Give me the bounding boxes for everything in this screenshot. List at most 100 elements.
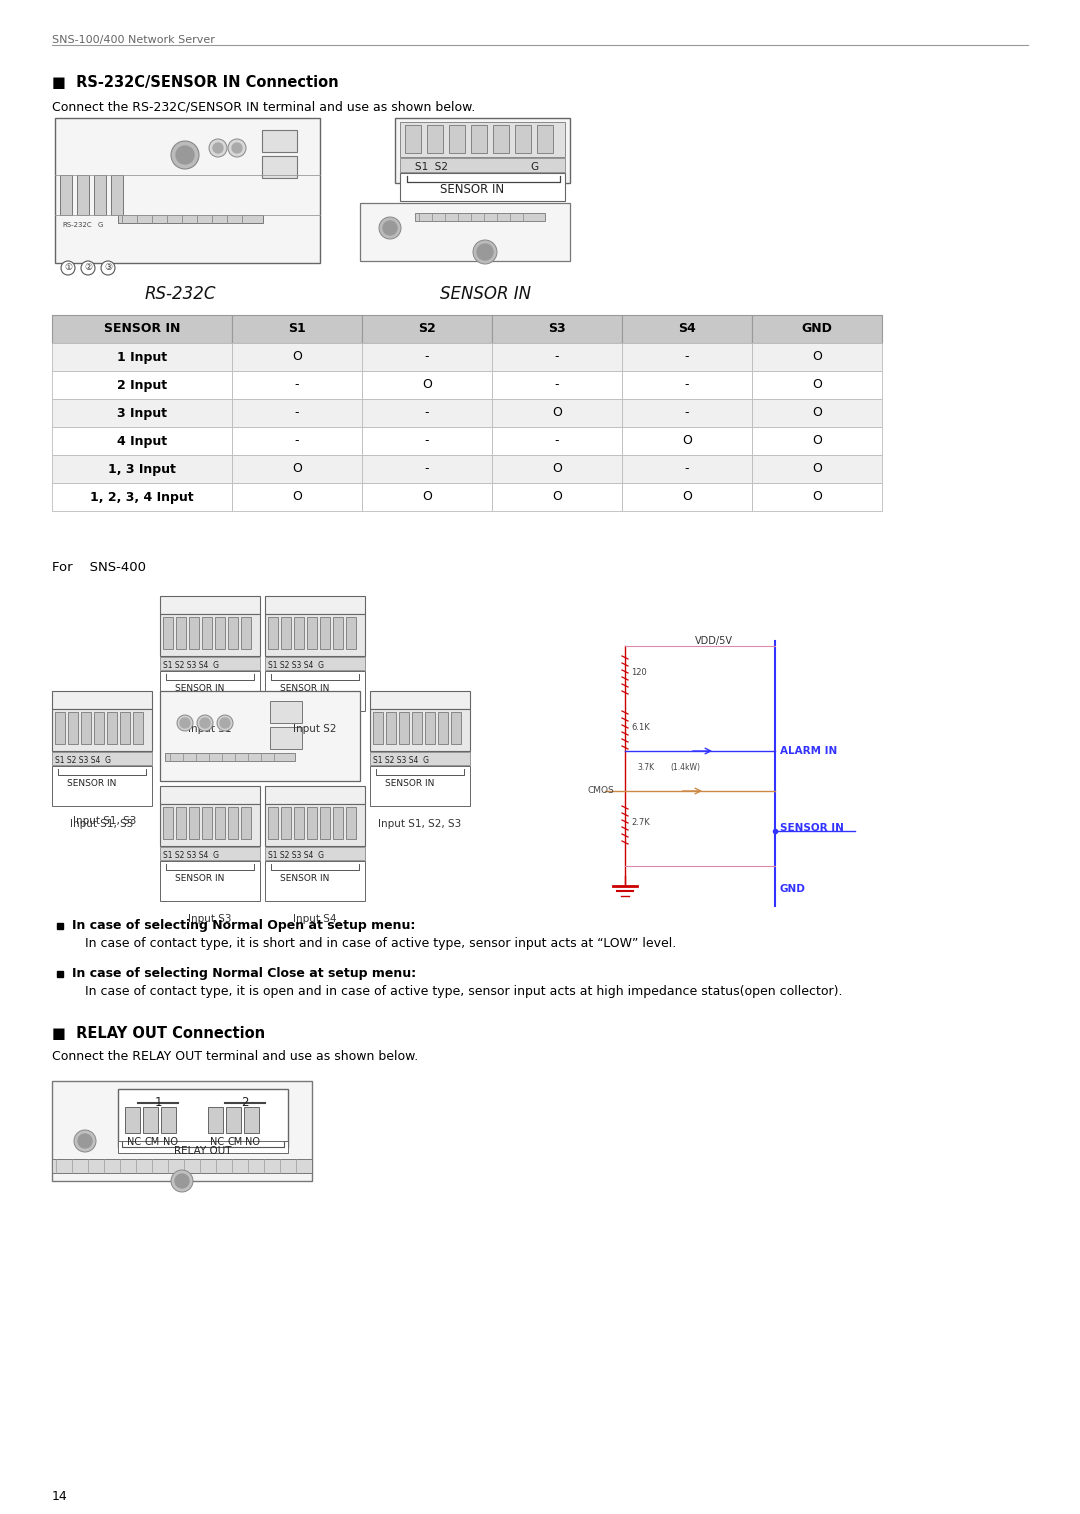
Bar [492,400,622,427]
Text: -: - [555,435,559,448]
Text: RS-232C: RS-232C [62,223,92,229]
Bar [215,618,225,650]
Bar [52,400,232,427]
Text: CM: CM [145,1137,160,1148]
Bar [52,1081,312,1181]
Text: ALARM IN: ALARM IN [780,746,837,755]
Bar [215,807,225,839]
Bar [189,618,199,650]
Text: RELAY OUT: RELAY OUT [174,1146,232,1157]
Text: (1.4kW): (1.4kW) [670,763,700,772]
Text: -: - [685,462,689,475]
Text: RS-232C: RS-232C [145,285,216,303]
Text: S1: S1 [288,322,306,336]
Text: O: O [292,491,302,504]
Bar [320,807,330,839]
Bar [133,712,143,743]
Bar [265,846,365,860]
Text: 1, 3 Input: 1, 3 Input [108,462,176,475]
Text: Input S1: Input S1 [188,724,232,734]
Text: O: O [552,462,562,475]
Bar [52,456,232,483]
Circle shape [213,142,222,153]
Bar [94,712,104,743]
Bar [281,807,291,839]
Bar [395,118,570,183]
Text: 120: 120 [631,668,647,677]
Text: In case of selecting Normal Close at setup menu:: In case of selecting Normal Close at set… [72,967,416,981]
Text: S1  S2: S1 S2 [415,162,448,173]
Bar [118,215,264,223]
Bar [362,344,492,371]
Text: SENSOR IN: SENSOR IN [280,684,329,693]
Bar [537,126,553,153]
Text: -: - [295,435,299,448]
Text: O: O [812,491,822,504]
Bar [265,861,365,901]
Text: O: O [812,462,822,475]
Text: ■  RELAY OUT Connection: ■ RELAY OUT Connection [52,1026,265,1042]
Bar [232,456,362,483]
Text: 3.7K: 3.7K [637,763,654,772]
Bar [160,804,260,846]
Bar [232,400,362,427]
Bar [265,657,365,671]
Bar [400,173,565,201]
Text: Input S1, S3: Input S1, S3 [70,819,134,830]
Bar [189,807,199,839]
Bar [370,709,470,751]
Text: O: O [292,351,302,363]
Text: S1 S2 S3 S4  G: S1 S2 S3 S4 G [163,662,219,671]
Text: O: O [812,378,822,392]
Text: 2.7K: 2.7K [631,818,650,827]
Bar [362,400,492,427]
Bar [52,709,152,751]
Text: ■  RS-232C/SENSOR IN Connection: ■ RS-232C/SENSOR IN Connection [52,76,339,89]
Bar [373,712,383,743]
Bar [752,315,882,344]
Text: SENSOR IN: SENSOR IN [780,824,843,833]
Text: 4 Input: 4 Input [117,435,167,448]
Text: Connect the RS-232C/SENSOR IN terminal and use as shown below.: Connect the RS-232C/SENSOR IN terminal a… [52,100,475,114]
Bar [160,861,260,901]
Bar [333,618,343,650]
Bar [160,786,260,804]
Bar [208,1107,222,1132]
Circle shape [102,260,114,276]
Bar [622,456,752,483]
Bar [232,371,362,400]
Text: SENSOR IN: SENSOR IN [280,874,329,883]
Bar [94,176,106,215]
Bar [492,456,622,483]
Bar [52,427,232,456]
Text: SENSOR IN: SENSOR IN [440,285,531,303]
Bar [281,618,291,650]
Bar [752,456,882,483]
Bar [307,807,318,839]
Bar [752,427,882,456]
Bar [226,1107,241,1132]
Bar [386,712,396,743]
Text: 6.1K: 6.1K [631,724,650,731]
Text: -: - [424,406,429,419]
Circle shape [220,718,230,728]
Text: O: O [552,491,562,504]
Text: O: O [683,491,692,504]
Bar [346,807,356,839]
Circle shape [60,260,75,276]
Text: S1 S2 S3 S4  G: S1 S2 S3 S4 G [373,755,429,765]
Bar [400,157,565,173]
Bar [400,123,565,157]
Bar [160,657,260,671]
Bar [160,846,260,860]
Text: GND: GND [780,884,806,893]
Text: Input S2: Input S2 [294,724,337,734]
Bar [438,712,448,743]
Bar [265,615,365,656]
Bar [492,344,622,371]
Bar [176,618,186,650]
Bar [492,371,622,400]
Bar [160,671,260,712]
Bar [118,1142,288,1154]
Bar [268,807,278,839]
